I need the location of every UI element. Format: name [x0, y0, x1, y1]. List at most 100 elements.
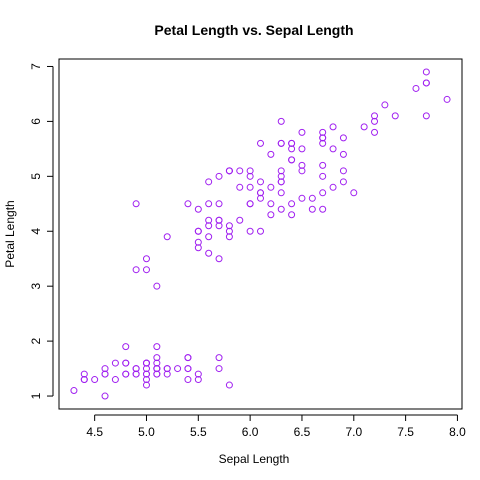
data-point [215, 172, 223, 180]
data-point [350, 189, 358, 197]
data-point [267, 211, 275, 219]
data-point [194, 244, 202, 252]
data-point [288, 156, 296, 164]
data-point [153, 354, 161, 362]
data-point [246, 183, 254, 191]
x-tick-label: 7.0 [345, 425, 362, 439]
data-point [174, 365, 182, 373]
data-point [215, 216, 223, 224]
x-tick-label: 5.0 [138, 425, 155, 439]
x-tick-label: 7.5 [397, 425, 414, 439]
data-point [205, 178, 213, 186]
data-point [225, 167, 233, 175]
x-tick-label: 6.0 [242, 425, 259, 439]
data-point [184, 354, 192, 362]
data-point [267, 183, 275, 191]
data-point [205, 222, 213, 230]
data-point [122, 370, 130, 378]
data-point [339, 134, 347, 142]
data-point [371, 112, 379, 120]
data-point [298, 167, 306, 175]
data-point [381, 101, 389, 109]
x-tick-label: 5.5 [190, 425, 207, 439]
y-tick-label: 5 [29, 173, 43, 180]
data-point [111, 376, 119, 384]
data-point [288, 139, 296, 147]
data-point [267, 200, 275, 208]
data-point [225, 227, 233, 235]
data-point [371, 128, 379, 136]
y-tick-label: 6 [29, 118, 43, 125]
data-point [391, 112, 399, 120]
data-point [298, 161, 306, 169]
data-point [80, 376, 88, 384]
data-point [142, 266, 150, 274]
data-point [205, 249, 213, 257]
data-point [329, 123, 337, 131]
data-point [422, 112, 430, 120]
data-point [91, 376, 99, 384]
data-point [70, 387, 78, 395]
data-point [132, 370, 140, 378]
x-tick-label: 8.0 [449, 425, 466, 439]
data-point [360, 123, 368, 131]
data-point [298, 128, 306, 136]
data-point [184, 365, 192, 373]
data-point [132, 200, 140, 208]
y-tick-label: 7 [29, 63, 43, 70]
y-tick-label: 3 [29, 283, 43, 290]
data-point [298, 145, 306, 153]
data-point [205, 233, 213, 241]
data-point [142, 255, 150, 263]
data-point [215, 354, 223, 362]
data-point [319, 189, 327, 197]
data-point [288, 145, 296, 153]
data-point [153, 359, 161, 367]
x-axis: 4.5 5.0 5.5 6.0 6.5 7.0 7.5 8.0 [86, 414, 466, 439]
y-tick-label: 4 [29, 228, 43, 235]
data-point [257, 194, 264, 202]
data-point [319, 134, 327, 142]
data-points [70, 68, 451, 400]
data-point [194, 376, 202, 384]
data-point [225, 381, 233, 389]
data-point [319, 172, 327, 180]
data-point [319, 205, 327, 213]
data-point [163, 365, 171, 373]
data-point [132, 266, 140, 274]
data-point [142, 370, 150, 378]
data-point [215, 365, 223, 373]
data-point [215, 222, 223, 230]
data-point [80, 370, 88, 378]
data-point [412, 84, 420, 92]
y-tick-label: 2 [29, 337, 43, 344]
data-point [443, 95, 451, 103]
data-point [142, 359, 150, 367]
data-point [153, 282, 161, 290]
data-point [422, 79, 430, 87]
data-point [257, 227, 264, 235]
data-point [215, 200, 223, 208]
x-tick-label: 6.5 [294, 425, 311, 439]
data-point [277, 139, 285, 147]
data-point [163, 233, 171, 241]
data-point [339, 150, 347, 158]
data-point [422, 68, 430, 76]
data-point [101, 370, 109, 378]
data-point [371, 117, 379, 125]
data-point [319, 161, 327, 169]
data-point [122, 359, 130, 367]
data-point [246, 227, 254, 235]
y-axis: 1 2 3 4 5 6 7 [29, 63, 54, 399]
data-point [215, 255, 223, 263]
data-point [277, 172, 285, 180]
data-point [319, 139, 327, 147]
data-point [194, 238, 202, 246]
data-point [246, 200, 254, 208]
data-point [142, 376, 150, 384]
data-point [288, 211, 296, 219]
data-point [205, 216, 213, 224]
data-point [288, 200, 296, 208]
data-point [298, 194, 306, 202]
data-point [308, 205, 316, 213]
